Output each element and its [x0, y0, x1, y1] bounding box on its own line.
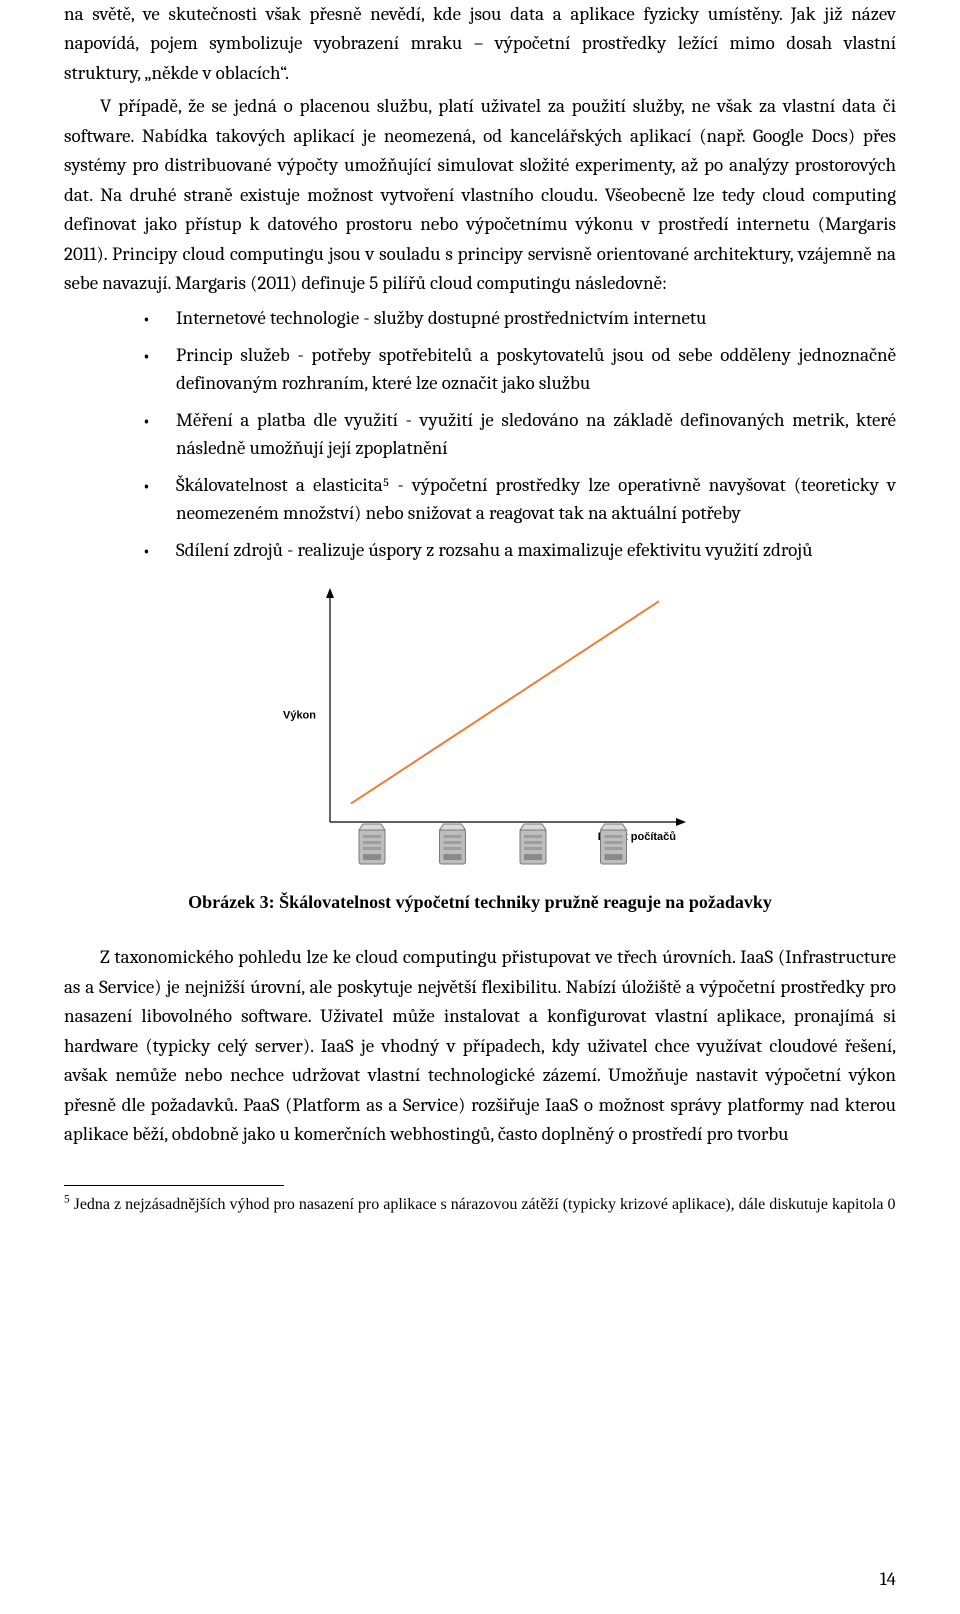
footnote: 5 Jedna z nejzásadnějších výhod pro nasa…	[64, 1194, 896, 1216]
figure-caption: Obrázek 3: Škálovatelnost výpočetní tech…	[64, 892, 896, 913]
paragraph-1: na světě, ve skutečnosti však přesně nev…	[64, 0, 896, 88]
footnote-marker: 5	[64, 1194, 70, 1206]
paragraph-3: Z taxonomického pohledu lze ke cloud com…	[64, 943, 896, 1149]
list-item: Princip služeb - potřeby spotřebitelů a …	[142, 341, 896, 398]
list-item: Měření a platba dle využití - využití je…	[142, 406, 896, 463]
footnote-separator	[64, 1185, 284, 1186]
list-item: Škálovatelnost a elasticita⁵ - výpočetní…	[142, 471, 896, 528]
scalability-chart: VýkonPočet počítačů	[260, 582, 700, 882]
figure-scalability: VýkonPočet počítačů Obrázek 3: Škálovate…	[64, 582, 896, 913]
svg-text:Výkon: Výkon	[283, 710, 316, 722]
list-item: Sdílení zdrojů - realizuje úspory z rozs…	[142, 536, 896, 565]
page: na světě, ve skutečnosti však přesně nev…	[0, 0, 960, 1614]
footnote-text: Jedna z nejzásadnějších výhod pro nasaze…	[74, 1196, 896, 1213]
paragraph-2: V případě, že se jedná o placenou službu…	[64, 92, 896, 298]
pillars-list: Internetové technologie - služby dostupn…	[64, 304, 896, 564]
list-item: Internetové technologie - služby dostupn…	[142, 304, 896, 333]
page-number: 14	[880, 1568, 896, 1590]
